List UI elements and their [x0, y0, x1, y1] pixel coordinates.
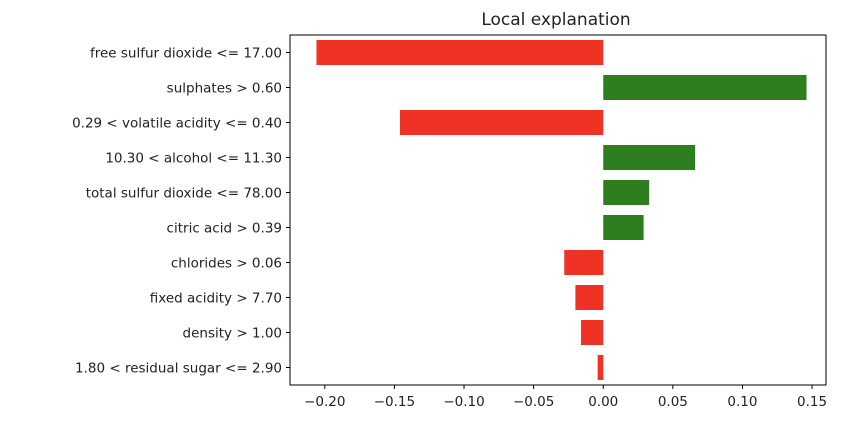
category-label-8: density > 1.00: [183, 326, 282, 342]
category-label-5: citric acid > 0.39: [167, 221, 282, 237]
x-tick-label-6: 0.10: [727, 394, 757, 410]
category-labels: free sulfur dioxide <= 17.00 sulphates > …: [72, 46, 290, 377]
bar-8: [580, 320, 604, 345]
category-label-7: fixed acidity > 7.70: [150, 291, 282, 307]
x-tick-label-3: −0.05: [513, 394, 554, 410]
x-tick-label-7: 0.15: [797, 394, 827, 410]
x-tick-label-5: 0.05: [658, 394, 688, 410]
x-tick-label-4: 0.00: [588, 394, 618, 410]
plot-area-frame: [289, 34, 827, 386]
category-label-9: 1.80 < residual sugar <= 2.90: [75, 361, 282, 377]
category-label-2: 0.29 < volatile acidity <= 0.40: [72, 116, 282, 132]
x-tick-label-2: −0.10: [443, 394, 484, 410]
category-label-6: chlorides > 0.06: [171, 256, 282, 272]
bar-1: [603, 75, 807, 100]
bars-layer: [316, 40, 807, 380]
bar-4: [603, 180, 650, 205]
x-axis-ticks: −0.20 −0.15 −0.10 −0.05 0.00 0.05 0.10 0.15: [304, 385, 827, 410]
bar-3: [603, 145, 696, 170]
bar-5: [603, 215, 644, 240]
category-label-4: total sulfur dioxide <= 78.00: [86, 186, 282, 202]
bar-2: [399, 110, 604, 135]
x-tick-label-1: −0.15: [374, 394, 415, 410]
category-label-3: 10.30 < alcohol <= 11.30: [105, 151, 282, 167]
category-label-1: sulphates > 0.60: [167, 81, 282, 97]
bar-7: [575, 285, 604, 310]
x-tick-label-0: −0.20: [304, 394, 345, 410]
bar-9: [597, 355, 604, 380]
category-label-0: free sulfur dioxide <= 17.00: [90, 46, 282, 62]
bar-6: [564, 250, 604, 275]
chart-title: Local explanation: [481, 10, 630, 30]
bar-0: [316, 40, 604, 65]
